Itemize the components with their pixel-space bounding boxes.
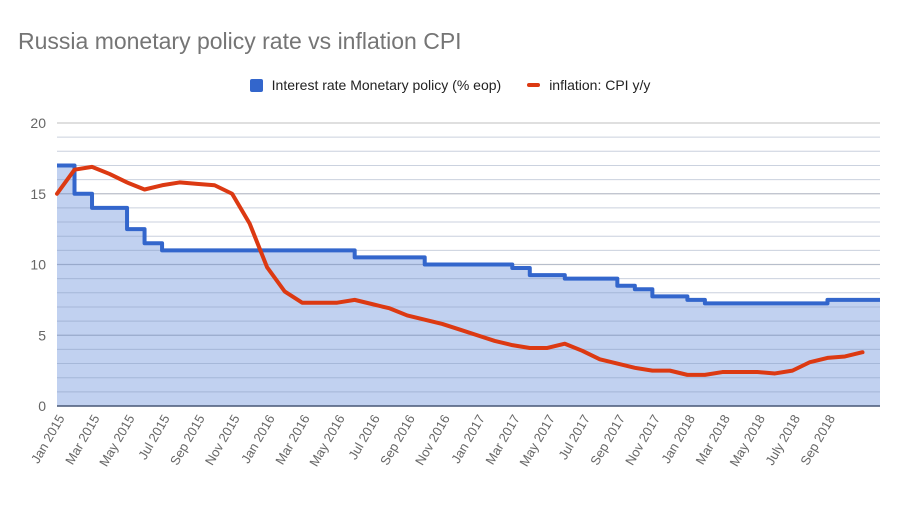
legend-label-inflation: inflation: CPI y/y	[549, 77, 651, 93]
x-tick-label: Jan 2018	[658, 412, 698, 466]
x-tick-label: May 2017	[516, 412, 558, 469]
x-tick-label: Nov 2016	[412, 412, 453, 468]
legend-item-interest-rate[interactable]: Interest rate Monetary policy (% eop)	[249, 77, 502, 93]
x-tick-label: May 2015	[96, 412, 138, 469]
x-tick-label: Jul 2015	[135, 412, 173, 462]
legend-swatch-inflation	[527, 83, 541, 87]
series-line-interest-rate	[57, 163, 880, 306]
series-line-inflation	[55, 164, 865, 377]
y-tick-label: 0	[38, 398, 46, 414]
x-tick-label: Jul 2016	[345, 412, 383, 462]
x-tick-label: Jan 2015	[28, 412, 68, 466]
x-tick-label: Jan 2017	[448, 412, 488, 466]
y-tick-label: 20	[30, 115, 46, 131]
series-area-interest-rate	[57, 165, 880, 406]
legend: Interest rate Monetary policy (% eop) in…	[0, 77, 900, 93]
legend-swatch-interest-rate	[249, 78, 263, 92]
x-tick-label: Jan 2016	[238, 412, 278, 466]
y-tick-label: 5	[38, 327, 46, 343]
legend-label-interest-rate: Interest rate Monetary policy (% eop)	[271, 77, 502, 93]
x-tick-label: Nov 2017	[622, 412, 663, 468]
chart-title: Russia monetary policy rate vs inflation…	[18, 28, 462, 54]
x-tick-label: Jul 2017	[555, 412, 593, 462]
x-tick-label: May 2016	[306, 412, 348, 469]
y-tick-label: 15	[30, 186, 46, 202]
x-tick-label: Nov 2015	[202, 412, 243, 468]
legend-item-inflation[interactable]: inflation: CPI y/y	[527, 77, 650, 93]
y-tick-label: 10	[30, 257, 46, 273]
x-tick-label: Sep 2018	[797, 412, 838, 468]
